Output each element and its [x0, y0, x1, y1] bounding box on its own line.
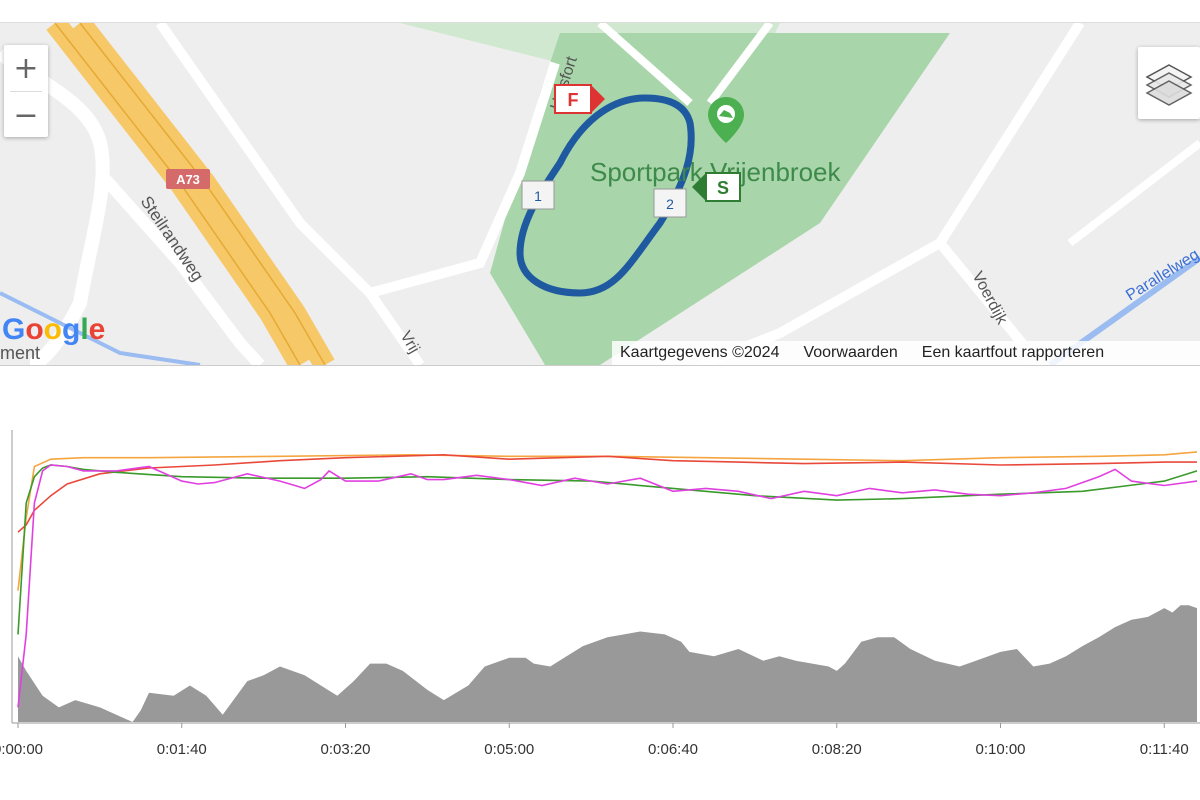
svg-text:A73: A73: [176, 172, 200, 187]
street-road: [706, 23, 774, 106]
start-marker: S: [692, 172, 741, 202]
x-tick-label: 0:05:00: [484, 741, 535, 758]
series-line-3: [17, 464, 1198, 635]
series-line-4: [17, 464, 1198, 708]
x-tick-label: 0:11:40: [1139, 741, 1189, 758]
svg-text:2: 2: [666, 196, 674, 212]
report-error-link[interactable]: Een kaartfout rapporteren: [921, 344, 1105, 361]
activity-chart: 0:00:00 0:01:40 0:03:20 0:05:00 0:06:40 0:08:…: [0, 420, 1200, 800]
x-tick-label: 0:10:00: [975, 741, 1026, 758]
map-base[interactable]: A73 Steilrandweg Hulsfort Voerdijk Vrij …: [0, 23, 1200, 365]
highway-shield: A73: [166, 169, 210, 189]
zoom-out-button[interactable]: −: [13, 97, 39, 133]
finish-marker: F: [554, 84, 605, 114]
x-tick-label: 0:01:40: [156, 741, 207, 758]
layers-icon: [1145, 64, 1193, 106]
zoom-control: + −: [4, 45, 48, 137]
street-road: [95, 169, 265, 365]
x-tick-label: 0:06:40: [647, 741, 699, 758]
lap-marker-1: 1: [521, 180, 555, 210]
zoom-divider: [10, 91, 42, 92]
series-line-1: [17, 451, 1198, 591]
chart-plot: [11, 430, 1200, 728]
street-label-partial: ment: [0, 343, 40, 363]
zoom-in-button[interactable]: +: [13, 50, 39, 86]
svg-text:S: S: [717, 178, 729, 198]
copyright-text: Kaartgegevens ©2024: [620, 344, 780, 361]
layers-button[interactable]: [1138, 47, 1200, 119]
x-tick-label: 0:08:20: [811, 741, 862, 758]
x-tick-label: 0:00:00: [0, 741, 44, 758]
street-road: [368, 61, 560, 298]
terms-link[interactable]: Voorwaarden: [803, 344, 898, 361]
lap-marker-2: 2: [653, 188, 687, 218]
street-road: [1067, 139, 1200, 247]
street-road: [0, 47, 110, 365]
x-tick-label: 0:03:20: [320, 741, 371, 758]
map-attribution: Kaartgegevens ©2024 Voorwaarden Een kaar…: [612, 341, 1200, 365]
elevation-area: [18, 605, 1197, 722]
svg-text:F: F: [568, 90, 579, 110]
google-logo: Google: [2, 313, 106, 346]
map-panel[interactable]: A73 Steilrandweg Hulsfort Voerdijk Vrij …: [0, 22, 1200, 366]
svg-text:1: 1: [534, 188, 542, 204]
park-pin-icon: [708, 97, 744, 143]
water-line: [0, 291, 201, 365]
street-road: [155, 23, 425, 365]
street-road: [597, 23, 693, 106]
route-path: [516, 94, 695, 297]
series-line-2: [17, 453, 1197, 533]
